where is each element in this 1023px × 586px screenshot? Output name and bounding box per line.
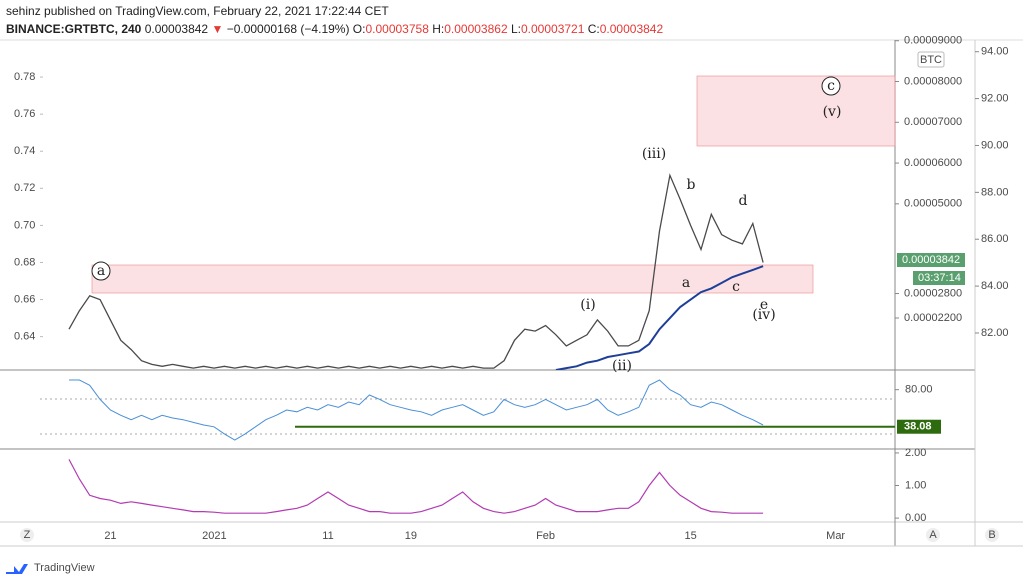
x-tick-label: 19 (405, 530, 417, 542)
wave-label: a (682, 275, 690, 291)
moving-average (555, 265, 764, 370)
btc-tick-label: 0.00005000 (904, 198, 962, 210)
wave-label: a (97, 263, 105, 279)
logo-text: TradingView (34, 562, 95, 574)
wave-label: (ii) (612, 358, 632, 374)
quote-line: BINANCE:GRTBTC, 240 0.00003842 ▼ −0.0000… (6, 22, 663, 36)
y2-tick-label: 82.00 (981, 327, 1009, 339)
osc-tick-label: 2.00 (905, 447, 926, 459)
wave-label: d (739, 193, 748, 209)
x-tick-label: 2021 (202, 530, 226, 542)
last: 0.00003842 (145, 22, 209, 36)
countdown-label: 03:37:14 (918, 272, 961, 284)
y-tick-label: 0.68 (14, 256, 35, 268)
y2-tick-label: 84.00 (981, 280, 1009, 292)
wave-label: c (827, 78, 835, 94)
btc-tick-label: 0.00002200 (904, 312, 962, 324)
button[interactable] (985, 528, 999, 542)
x-tick-label: Feb (536, 530, 555, 542)
wave-label: b (687, 177, 696, 193)
target-zone (696, 75, 896, 147)
button-label[interactable]: B (988, 529, 995, 541)
unit-label: BTC (920, 54, 942, 66)
y-tick-label: 0.72 (14, 182, 35, 194)
price-badge-label: 0.00003842 (902, 254, 960, 266)
level-label: 38.08 (904, 421, 932, 433)
y-tick-label: 0.78 (14, 71, 35, 83)
wave-label: e (760, 297, 768, 313)
btc-tick-label: 0.00006000 (904, 157, 962, 169)
arrow: ▼ (211, 22, 223, 36)
unit-box (917, 51, 945, 68)
o: 0.00003758 (365, 22, 429, 36)
y-tick-label: 0.70 (14, 219, 35, 231)
y2-tick-label: 94.00 (981, 46, 1009, 58)
wave-label: (v) (823, 104, 842, 120)
change: −0.00000168 (−4.19%) (227, 22, 350, 36)
wave-label: (iv) (752, 307, 775, 323)
h-label: H: (432, 22, 444, 36)
y2-tick-label: 92.00 (981, 93, 1009, 105)
logo-icon (6, 564, 28, 574)
support-zone (91, 264, 814, 294)
btc-tick-label: 0.00008000 (904, 75, 962, 87)
x-tick-label: 11 (322, 530, 333, 542)
author-line: sehinz published on TradingView.com, Feb… (6, 4, 389, 18)
x-tick-label: 21 (104, 530, 116, 542)
price-badge (897, 253, 965, 267)
button-label[interactable]: Z (24, 529, 31, 541)
o-label: O: (353, 22, 366, 36)
l-label: L: (511, 22, 521, 36)
wave-label: c (732, 279, 740, 295)
osc-tick-label: 0.00 (905, 512, 926, 524)
button[interactable] (926, 528, 940, 542)
y-tick-label: 0.64 (14, 331, 35, 343)
osc-tick-label: 1.00 (905, 479, 926, 491)
rsi-line (69, 379, 764, 441)
y-tick-label: 0.74 (14, 145, 35, 157)
oscillator-line (68, 459, 764, 514)
y-tick-label: 0.76 (14, 108, 35, 120)
wave-circle (821, 76, 841, 96)
h: 0.00003862 (444, 22, 508, 36)
price-line (68, 173, 764, 369)
y-tick-label: 0.66 (14, 293, 35, 305)
x-tick-label: Mar (826, 530, 845, 542)
x-tick-label: 15 (684, 530, 696, 542)
level-badge (897, 419, 941, 434)
rsi-tick-label: 80.00 (905, 384, 933, 396)
l: 0.00003721 (521, 22, 585, 36)
wave-label: (iii) (642, 146, 666, 162)
symbol: BINANCE:GRTBTC, 240 (6, 22, 142, 36)
wave-label: (i) (580, 297, 595, 313)
countdown-badge (913, 271, 965, 285)
btc-tick-label: 0.00009000 (904, 35, 962, 47)
btc-tick-label: 0.00002800 (904, 287, 962, 299)
y2-tick-label: 90.00 (981, 139, 1009, 151)
btc-tick-label: 0.00007000 (904, 116, 962, 128)
y2-tick-label: 86.00 (981, 233, 1009, 245)
y2-tick-label: 88.00 (981, 186, 1009, 198)
c: 0.00003842 (600, 22, 664, 36)
wave-circle (91, 261, 111, 281)
c-label: C: (588, 22, 600, 36)
button-label[interactable]: A (929, 529, 937, 541)
button[interactable] (20, 528, 34, 542)
